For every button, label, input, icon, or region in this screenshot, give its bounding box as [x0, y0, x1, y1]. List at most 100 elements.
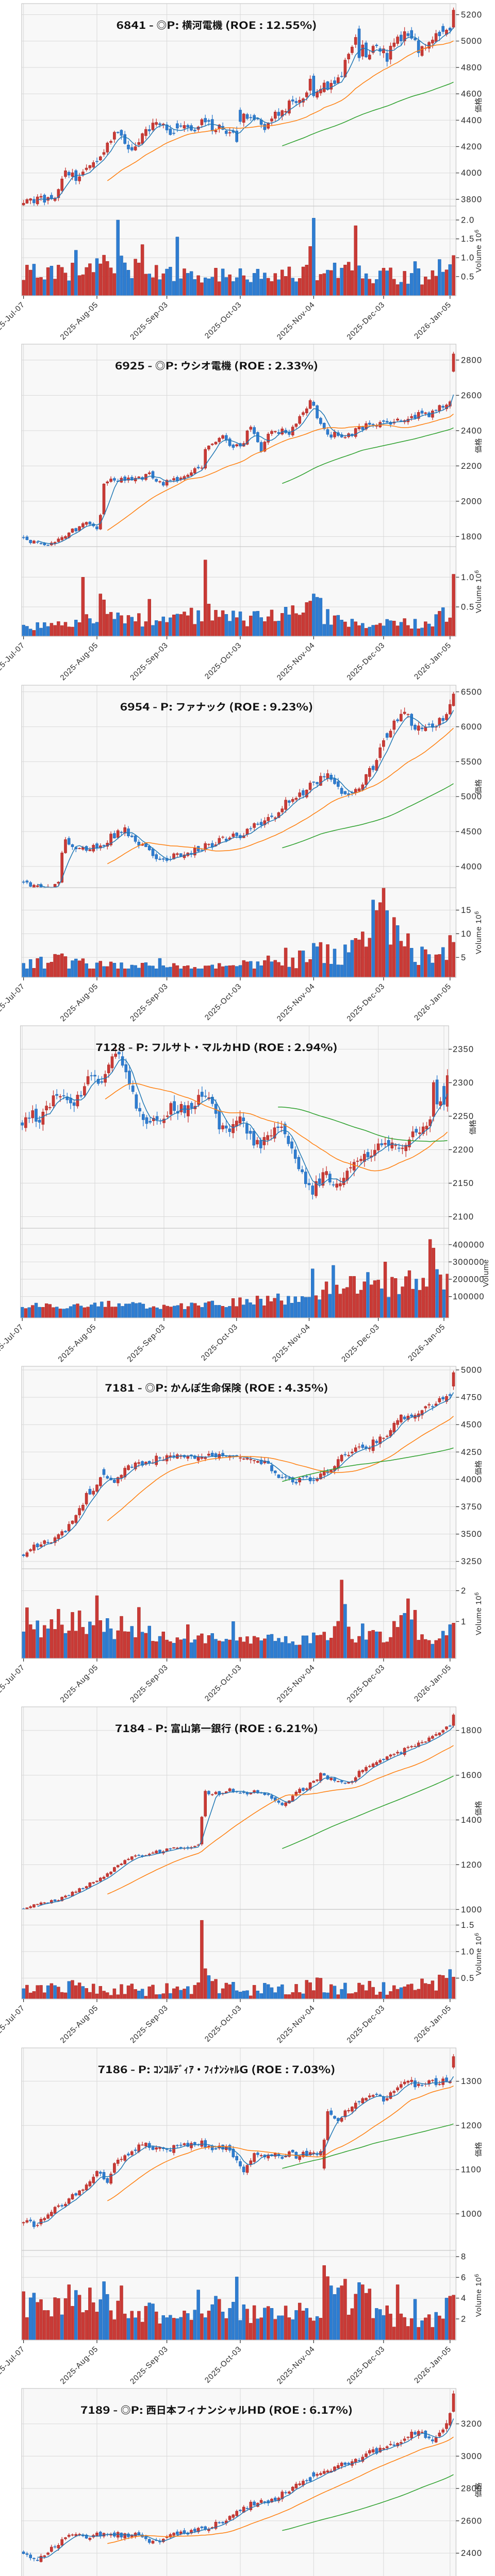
svg-text:4: 4 — [461, 2294, 466, 2303]
svg-text:0.5: 0.5 — [461, 603, 474, 612]
svg-text:2: 2 — [461, 1586, 466, 1596]
svg-text:1200: 1200 — [461, 2121, 482, 2130]
svg-text:2026-Jan-05: 2026-Jan-05 — [412, 641, 453, 681]
svg-text:8: 8 — [461, 2252, 466, 2262]
svg-text:2025-Dec-03: 2025-Dec-03 — [345, 2004, 386, 2044]
svg-text:4500: 4500 — [461, 827, 482, 837]
svg-text:3500: 3500 — [461, 1530, 482, 1539]
svg-text:400000: 400000 — [453, 1240, 485, 1249]
svg-text:4750: 4750 — [461, 1393, 482, 1402]
svg-text:2025-Dec-03: 2025-Dec-03 — [345, 982, 386, 1022]
svg-text:0.5: 0.5 — [461, 272, 474, 281]
svg-text:2026-Jan-05: 2026-Jan-05 — [412, 1663, 453, 1703]
svg-text:6000: 6000 — [461, 722, 482, 732]
svg-text:2025-Nov-04: 2025-Nov-04 — [275, 2345, 317, 2385]
svg-text:4800: 4800 — [461, 63, 482, 72]
svg-text:4000: 4000 — [461, 1475, 482, 1484]
svg-text:2025-Nov-04: 2025-Nov-04 — [271, 1323, 312, 1363]
svg-text:2025-Dec-03: 2025-Dec-03 — [345, 2345, 386, 2385]
svg-text:5000: 5000 — [461, 1366, 482, 1375]
svg-text:2025-Oct-03: 2025-Oct-03 — [203, 2004, 243, 2044]
svg-text:2025-Aug-05: 2025-Aug-05 — [58, 982, 100, 1022]
svg-text:4000: 4000 — [461, 168, 482, 178]
svg-text:2025-Oct-03: 2025-Oct-03 — [203, 982, 243, 1022]
svg-text:2600: 2600 — [461, 2516, 482, 2526]
svg-text:100000: 100000 — [453, 1292, 485, 1301]
svg-text:2025-Aug-05: 2025-Aug-05 — [58, 2004, 100, 2044]
svg-text:2025-Nov-04: 2025-Nov-04 — [275, 1663, 317, 1703]
svg-text:2025-Sep-03: 2025-Sep-03 — [128, 2345, 170, 2385]
svg-text:2025-Dec-03: 2025-Dec-03 — [345, 1663, 386, 1703]
svg-text:2025-Jul-07: 2025-Jul-07 — [0, 641, 26, 680]
svg-text:2025-Jul-07: 2025-Jul-07 — [0, 1663, 26, 1702]
svg-text:2025-Oct-03: 2025-Oct-03 — [203, 1663, 243, 1703]
svg-text:2025-Nov-04: 2025-Nov-04 — [275, 2004, 317, 2044]
svg-text:3800: 3800 — [461, 195, 482, 204]
svg-text:4200: 4200 — [461, 142, 482, 151]
svg-text:5200: 5200 — [461, 10, 482, 20]
svg-text:2025-Sep-03: 2025-Sep-03 — [128, 300, 170, 341]
svg-text:2: 2 — [461, 2315, 466, 2324]
svg-text:2026-Jan-05: 2026-Jan-05 — [412, 2345, 453, 2385]
svg-text:2600: 2600 — [461, 391, 482, 400]
svg-text:2800: 2800 — [461, 355, 482, 365]
svg-text:Volume 106: Volume 106 — [474, 2274, 483, 2317]
svg-text:2350: 2350 — [453, 1045, 474, 1054]
svg-text:1.5: 1.5 — [461, 234, 474, 244]
svg-text:1000: 1000 — [461, 1905, 482, 1914]
svg-text:2026-Jan-05: 2026-Jan-05 — [412, 982, 453, 1022]
svg-text:1100: 1100 — [461, 2165, 482, 2175]
svg-text:3750: 3750 — [461, 1502, 482, 1512]
svg-text:3200: 3200 — [461, 2419, 482, 2429]
svg-text:6500: 6500 — [461, 687, 482, 697]
svg-text:2025-Aug-05: 2025-Aug-05 — [56, 1323, 97, 1363]
svg-text:3250: 3250 — [461, 1557, 482, 1566]
svg-text:2400: 2400 — [461, 2549, 482, 2558]
svg-text:5000: 5000 — [461, 37, 482, 46]
svg-text:2025-Sep-03: 2025-Sep-03 — [128, 2004, 170, 2044]
svg-text:2025-Nov-04: 2025-Nov-04 — [275, 982, 317, 1022]
svg-text:2400: 2400 — [461, 426, 482, 435]
svg-text:Volume 106: Volume 106 — [474, 570, 483, 613]
svg-text:300000: 300000 — [453, 1258, 485, 1267]
svg-text:1.0: 1.0 — [461, 573, 474, 582]
svg-text:1600: 1600 — [461, 1771, 482, 1780]
svg-text:2000: 2000 — [461, 497, 482, 506]
svg-text:2026-Jan-05: 2026-Jan-05 — [406, 1323, 447, 1363]
svg-text:2025-Jul-07: 2025-Jul-07 — [0, 300, 26, 339]
svg-text:Volume 106: Volume 106 — [474, 911, 483, 954]
svg-text:2025-Jul-07: 2025-Jul-07 — [0, 2004, 26, 2042]
svg-text:2025-Oct-03: 2025-Oct-03 — [203, 300, 243, 341]
svg-text:2025-Oct-03: 2025-Oct-03 — [203, 641, 243, 681]
svg-text:2025-Sep-03: 2025-Sep-03 — [128, 641, 170, 681]
svg-text:2025-Jul-07: 2025-Jul-07 — [0, 1323, 25, 1361]
svg-text:2100: 2100 — [453, 1212, 474, 1222]
svg-text:5000: 5000 — [461, 792, 482, 802]
svg-text:4400: 4400 — [461, 116, 482, 125]
svg-text:15: 15 — [461, 906, 472, 915]
svg-text:Volume 106: Volume 106 — [474, 1592, 483, 1635]
svg-text:2025-Dec-03: 2025-Dec-03 — [345, 300, 386, 341]
svg-text:2200: 2200 — [453, 1145, 474, 1155]
svg-text:1200: 1200 — [461, 1860, 482, 1870]
svg-text:4500: 4500 — [461, 1420, 482, 1430]
svg-text:2025-Sep-03: 2025-Sep-03 — [128, 982, 170, 1022]
svg-text:1800: 1800 — [461, 532, 482, 541]
svg-text:2025-Dec-03: 2025-Dec-03 — [340, 1323, 381, 1363]
svg-text:1.5: 1.5 — [461, 1921, 474, 1930]
svg-text:4000: 4000 — [461, 862, 482, 871]
svg-text:3000: 3000 — [461, 2452, 482, 2461]
svg-text:1: 1 — [461, 1617, 466, 1626]
svg-text:2025-Nov-04: 2025-Nov-04 — [275, 641, 317, 681]
svg-text:200000: 200000 — [453, 1275, 485, 1284]
svg-text:5500: 5500 — [461, 757, 482, 767]
svg-text:10: 10 — [461, 929, 472, 939]
svg-text:0.5: 0.5 — [461, 1974, 474, 1983]
svg-text:5: 5 — [461, 953, 466, 962]
svg-text:2150: 2150 — [453, 1179, 474, 1188]
svg-text:2.0: 2.0 — [461, 216, 474, 225]
svg-text:2025-Jul-07: 2025-Jul-07 — [0, 982, 26, 1021]
svg-text:2026-Jan-05: 2026-Jan-05 — [412, 2004, 453, 2044]
svg-text:2025-Oct-03: 2025-Oct-03 — [203, 2345, 243, 2385]
svg-text:Volume 106: Volume 106 — [474, 229, 483, 273]
